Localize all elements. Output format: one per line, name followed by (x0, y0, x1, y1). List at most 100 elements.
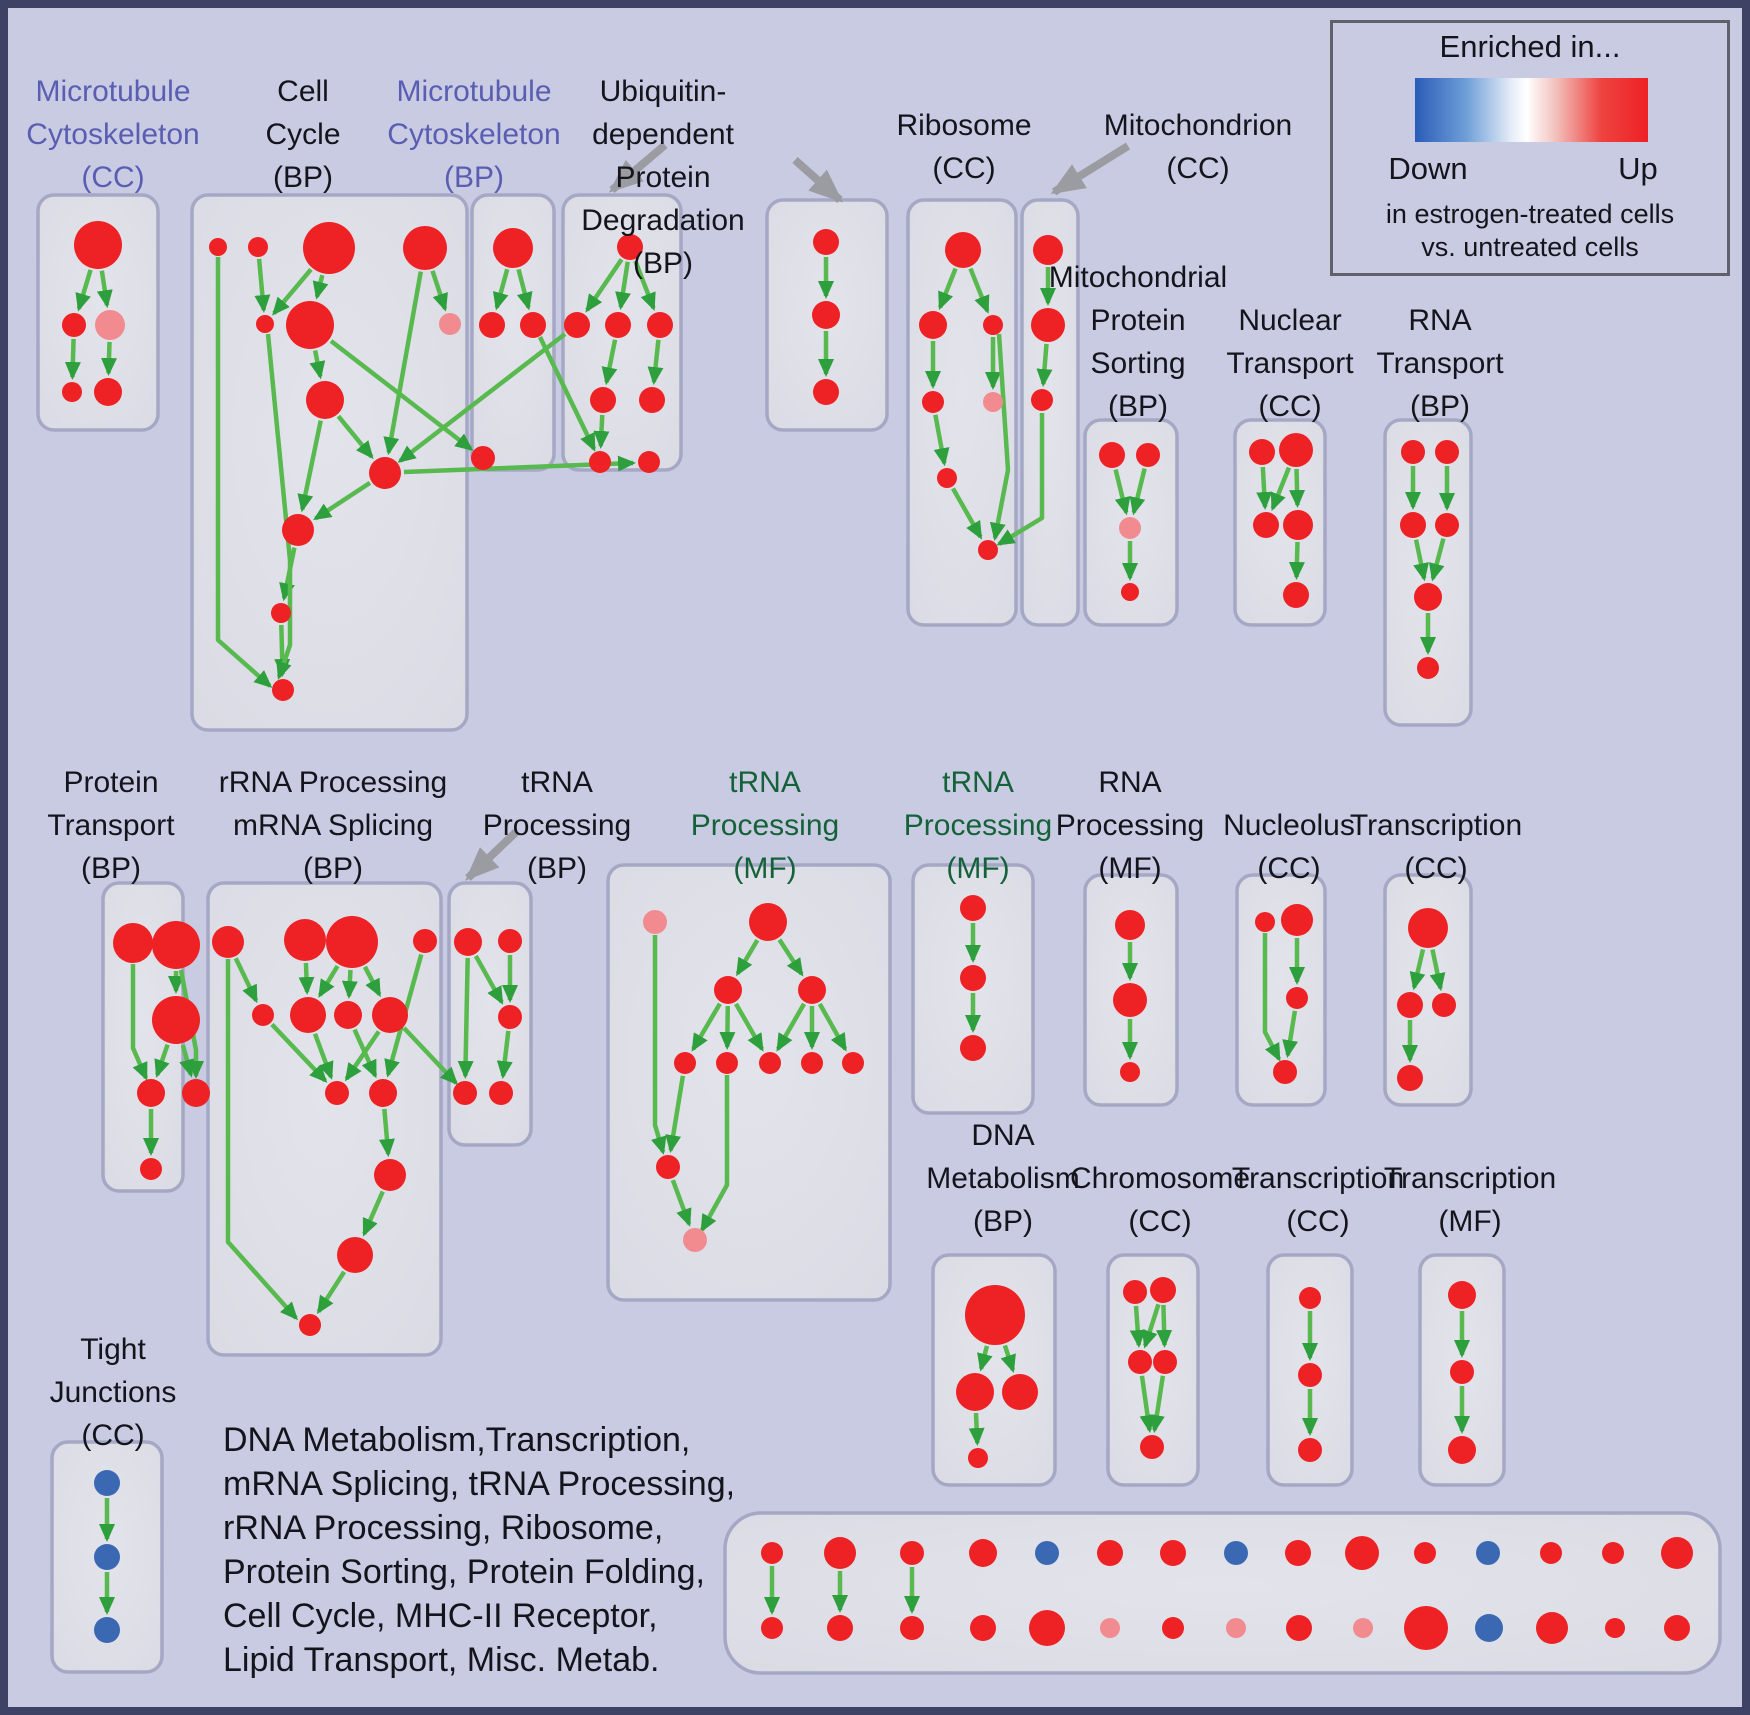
cluster-label-line: Processing (903, 809, 1053, 842)
cluster-label-line: Junctions (49, 1376, 177, 1409)
go-term-node-up (1286, 1615, 1312, 1641)
edge-arrow (1413, 539, 1429, 582)
go-term-node-up (1664, 1615, 1690, 1641)
edge-arrow (297, 420, 323, 513)
go-term-node-up (1160, 1540, 1186, 1566)
cluster-label-transcription-mf: Transcription (MF) (1260, 1157, 1680, 1243)
go-term-node-down (1475, 1614, 1503, 1642)
cluster-label-line: (BP) (444, 161, 504, 194)
edge-arrow (1000, 1344, 1016, 1373)
cluster-label-line: Mitochondrial (1048, 261, 1228, 294)
go-term-node-weak-up (1226, 1618, 1246, 1638)
cluster-label-rrna-processing: rRNA Processing mRNA Splicing (BP) (123, 761, 543, 890)
misc-categories-note-line: DNA Metabolism,Transcription, (223, 1421, 691, 1459)
misc-categories-note-line: rRNA Processing, Ribosome, (223, 1509, 664, 1547)
go-term-node-down (94, 1617, 120, 1643)
cluster-label-line: (CC) (1166, 152, 1230, 185)
go-term-node-weak-up (439, 313, 461, 335)
go-term-node-up (1253, 512, 1279, 538)
go-term-node-up (842, 1052, 864, 1074)
cluster-box-mt-bp (470, 193, 556, 472)
go-term-node-up (1031, 389, 1053, 411)
cluster-label-line: (BP) (1108, 390, 1168, 423)
go-term-node-up (1400, 512, 1426, 538)
go-term-node-weak-up (643, 910, 667, 934)
misc-categories-note-line: Lipid Transport, Misc. Metab. (223, 1641, 660, 1679)
edge-arrow (1288, 541, 1305, 581)
edge-arrow (272, 267, 313, 316)
edge-arrow (1282, 1010, 1299, 1059)
annotation-pointer-arrow (465, 829, 519, 881)
cluster-label-trna-processing-mf-1: tRNA Processing (MF) (555, 761, 975, 890)
go-term-node-up (900, 1616, 924, 1640)
edge-arrow (254, 258, 271, 314)
go-term-node-up (824, 1537, 856, 1569)
edge-arrow (1156, 1304, 1173, 1349)
edge-arrow (430, 270, 448, 312)
go-term-node-up (1150, 1277, 1176, 1303)
go-term-node-up (369, 457, 401, 489)
go-term-node-up (960, 1035, 986, 1061)
go-term-node-up (639, 387, 665, 413)
edge-arrow (665, 1075, 686, 1154)
edge-arrow (96, 270, 113, 309)
cluster-label-line: Protein (63, 766, 159, 799)
edge-arrow (312, 274, 329, 300)
go-term-node-up (374, 1159, 406, 1191)
go-term-node-up (564, 312, 590, 338)
go-term-node-up (1029, 1610, 1065, 1646)
legend-up-label: Up (1618, 151, 1658, 186)
go-term-node-weak-up (95, 310, 125, 340)
go-term-node-up (1283, 582, 1309, 608)
go-term-node-up (749, 903, 787, 941)
edge-arrow (1262, 933, 1281, 1062)
edge-arrow (593, 414, 610, 450)
edge-arrow (154, 1043, 170, 1078)
edge-arrow (1129, 1305, 1146, 1349)
cluster-label-line: mRNA Splicing (232, 809, 434, 842)
go-term-node-up (956, 1373, 994, 1411)
go-term-node-up (1283, 510, 1313, 540)
go-term-node-up (945, 232, 981, 268)
go-term-node-down (1224, 1541, 1248, 1565)
cluster-label-line: DNA (971, 1119, 1035, 1152)
go-term-node-up (827, 1615, 853, 1641)
cluster-label-chromosome: Chromosome (CC) (950, 1157, 1370, 1243)
cluster-label-line: Ubiquitin- (599, 75, 727, 108)
edge-arrow (378, 1108, 395, 1158)
cluster-label-mitochondrion: Mitochondrion (CC) (988, 104, 1408, 190)
cluster-label-line: Cycle (265, 118, 341, 151)
go-term-node-up (369, 1079, 397, 1107)
edge-arrow (336, 414, 374, 460)
edge-arrow (397, 332, 567, 463)
cluster-label-line: Cytoskeleton (26, 118, 200, 151)
go-term-node-up (212, 926, 244, 958)
cluster-label-line: Transcription (1231, 1162, 1405, 1195)
go-term-node-up (479, 312, 505, 338)
cluster-label-line: Ribosome (896, 109, 1032, 142)
edge-arrow (996, 413, 1045, 546)
misc-categories-note-line: Cell Cycle, MHC-II Receptor, (223, 1597, 658, 1635)
cluster-label-line: (CC) (1257, 852, 1321, 885)
go-term-node-up (140, 1158, 162, 1180)
go-term-node-up (453, 1081, 477, 1105)
edge-arrow (130, 964, 149, 1081)
cluster-label-line: tRNA (729, 766, 801, 799)
go-term-node-up (813, 379, 839, 405)
go-term-node-up (801, 1052, 823, 1074)
cluster-label-transcription-cc-2: Transcription (CC) (1108, 1157, 1528, 1243)
edge-arrow (651, 935, 667, 1155)
go-term-node-up (1401, 440, 1425, 464)
edge-arrow (933, 414, 950, 467)
cluster-label-line: Transcription (1383, 1162, 1557, 1195)
go-term-node-up (252, 1004, 274, 1026)
edge-arrow (101, 341, 118, 377)
go-term-node-up (1417, 657, 1439, 679)
edge-arrow (1429, 949, 1446, 992)
go-term-node-up (1002, 1374, 1038, 1410)
go-term-node-up (1128, 1350, 1152, 1374)
go-term-node-up (1153, 1350, 1177, 1374)
cluster-label-nucleolus: Nucleolus (CC) (1079, 804, 1499, 890)
